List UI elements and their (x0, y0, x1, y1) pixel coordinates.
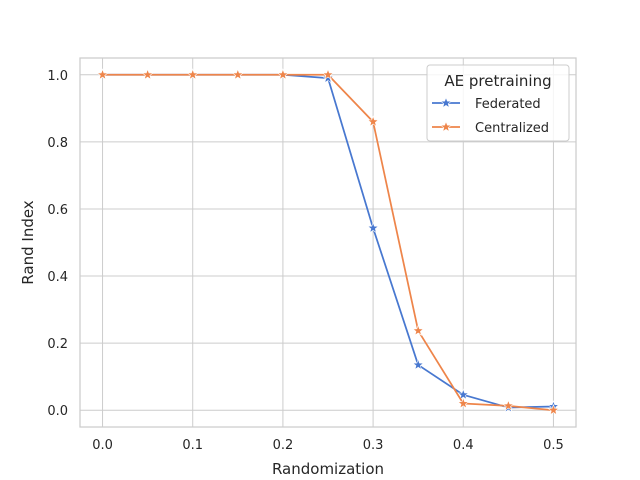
x-tick-label: 0.0 (92, 438, 113, 453)
legend: AE pretraining Federated Centralized (426, 64, 570, 142)
data-point (457, 388, 470, 400)
legend-box (426, 64, 570, 142)
x-tick-label: 0.2 (273, 438, 294, 453)
data-point (321, 71, 335, 84)
plot-frame (79, 57, 577, 428)
data-point (502, 399, 515, 412)
legend-swatch-marker (439, 120, 453, 133)
y-tick-label: 0.2 (47, 337, 68, 352)
x-tick-label: 0.3 (363, 438, 384, 453)
series-layer (96, 68, 560, 416)
data-point (231, 68, 244, 80)
y-axis-label: Rand Index (19, 200, 37, 284)
data-point (367, 115, 380, 127)
y-tick-label: 0.0 (47, 404, 68, 419)
legend-entries: Federated Centralized (432, 96, 549, 136)
y-tick-label: 1.0 (47, 69, 68, 84)
legend-title: AE pretraining (444, 72, 551, 90)
y-tick-label: 0.6 (47, 203, 68, 218)
x-tick-label: 0.1 (182, 438, 203, 453)
data-point (276, 68, 289, 80)
x-axis-ticks: 0.0 0.1 0.2 0.3 0.4 0.5 (92, 438, 564, 453)
data-point (457, 397, 470, 409)
x-axis-label: Randomization (272, 460, 384, 478)
x-tick-label: 0.5 (543, 438, 564, 453)
x-tick-label: 0.4 (453, 438, 474, 453)
legend-swatch-marker (439, 96, 453, 109)
data-point (96, 68, 109, 80)
data-point (141, 68, 154, 80)
data-point (412, 324, 425, 336)
y-tick-label: 0.8 (47, 136, 68, 151)
legend-label: Centralized (475, 121, 549, 136)
data-point (321, 68, 335, 80)
data-point (547, 403, 560, 416)
y-axis-ticks: 0.0 0.2 0.4 0.6 0.8 1.0 (47, 69, 68, 419)
legend-entry: Centralized (432, 120, 549, 136)
legend-label: Federated (475, 97, 541, 112)
y-tick-label: 0.4 (47, 270, 68, 285)
legend-entry: Federated (432, 96, 541, 112)
series-centralized (96, 68, 560, 416)
data-point (412, 358, 425, 371)
data-point (367, 221, 380, 234)
data-point (186, 68, 199, 80)
